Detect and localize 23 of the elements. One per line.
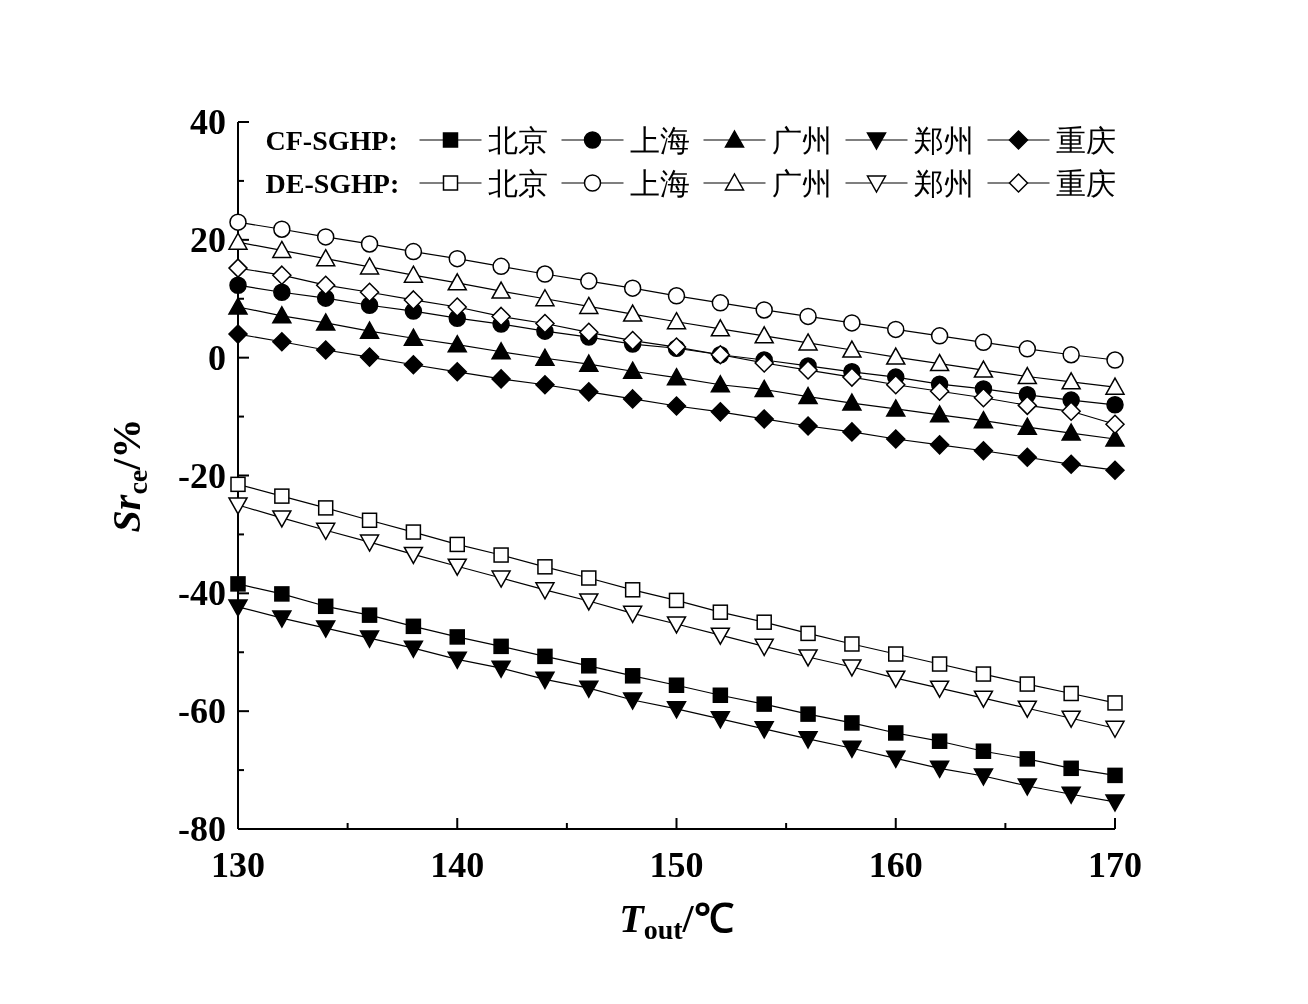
legend-label: 重庆 (1055, 123, 1116, 157)
annotation: DE-SGHP: (265, 167, 400, 199)
legend-label: 北京 (487, 123, 548, 157)
x-tick-label: 140 (430, 845, 485, 885)
legend-label: 郑州 (913, 166, 974, 200)
legend-label: 北京 (487, 166, 548, 200)
y-tick-label: -20 (178, 455, 226, 496)
legend-label: 上海 (629, 166, 690, 200)
annotation: CF-SGHP: (265, 124, 398, 156)
legend-label: 广州 (771, 166, 832, 200)
legend-label: 重庆 (1055, 166, 1116, 200)
y-tick-label: 0 (208, 337, 226, 378)
legend-label: 郑州 (913, 123, 974, 157)
y-tick-label: 40 (190, 102, 226, 142)
x-tick-label: 170 (1088, 845, 1142, 885)
x-axis-title: T$_{out}$/℃ (619, 896, 734, 945)
legend-label: 广州 (771, 123, 832, 157)
y-tick-label: -60 (178, 691, 226, 732)
x-tick-label: 150 (649, 845, 704, 885)
y-tick-label: 20 (190, 219, 226, 260)
legend-label: 上海 (629, 123, 690, 157)
x-tick-label: 160 (868, 845, 923, 885)
y-tick-label: -40 (178, 573, 226, 614)
